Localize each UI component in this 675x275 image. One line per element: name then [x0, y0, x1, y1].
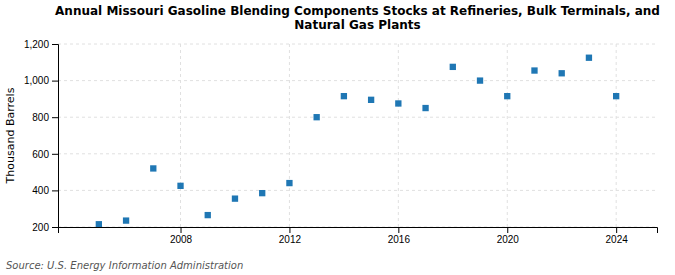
tick-label: 2016 [388, 234, 411, 245]
point [232, 195, 238, 201]
tick: 1,200 [24, 39, 58, 50]
tick-mark [52, 154, 58, 155]
plot-area: 2008 2012 2016 2020 2024 200 400 600 800 1,000 1,2… [24, 39, 658, 245]
point [341, 93, 347, 99]
point [586, 55, 592, 61]
tick-label: 1,200 [24, 39, 49, 50]
tick-mark [289, 227, 290, 233]
tick-label: 1,000 [24, 75, 49, 86]
axis-line [52, 45, 59, 228]
grid [58, 44, 657, 227]
annotation: Source: U.S. Energy Information Administ… [6, 260, 243, 271]
point [123, 217, 129, 223]
grid-line [616, 44, 617, 227]
tick: 2016 [388, 227, 411, 245]
tick-mark [52, 227, 58, 228]
point [205, 212, 211, 218]
tick-label: 2012 [279, 234, 302, 245]
point [177, 183, 183, 189]
tick-mark [181, 227, 182, 233]
grid-line [180, 44, 181, 227]
grid-line [398, 44, 399, 227]
point [504, 93, 510, 99]
tick: 2024 [606, 227, 629, 245]
tick-mark [616, 227, 617, 233]
tick-mark [52, 117, 58, 118]
tick: 400 [32, 185, 58, 196]
tick: 1,000 [24, 75, 58, 86]
tick: 800 [32, 112, 58, 123]
axis-line [59, 228, 658, 234]
point [477, 77, 483, 83]
grid-line [58, 80, 657, 81]
tick-label: 2008 [170, 234, 193, 245]
tick-label: 2024 [606, 234, 629, 245]
tick-mark [52, 44, 58, 45]
point [450, 64, 456, 70]
tick-label: 800 [32, 112, 49, 123]
grid-line [507, 44, 508, 227]
grid-line [58, 153, 657, 154]
tick: 200 [32, 222, 58, 233]
title-line: Natural Gas Plants [294, 18, 420, 32]
grid-line [58, 117, 657, 118]
point [395, 100, 401, 106]
grid-line [289, 44, 290, 227]
point [368, 97, 374, 103]
grid-line [58, 190, 657, 191]
tick: 2008 [170, 227, 193, 245]
tick-mark [507, 227, 508, 233]
tick-label: 600 [32, 149, 49, 160]
y-axis: 200 400 600 800 1,000 1,200 [24, 39, 59, 233]
chart: 2008 2012 2016 2020 2024 200 400 600 800 1,000 1,2… [0, 0, 675, 275]
tick: 600 [32, 149, 58, 160]
tick: 2012 [279, 227, 302, 245]
title: Annual Missouri Gasoline Blending Compon… [55, 4, 660, 32]
x-axis: 2008 2012 2016 2020 2024 [59, 227, 658, 245]
point [313, 114, 319, 120]
title-line: Annual Missouri Gasoline Blending Compon… [55, 4, 660, 18]
points [96, 55, 620, 227]
point [259, 190, 265, 196]
tick-label: 400 [32, 185, 49, 196]
tick-label: 200 [32, 222, 49, 233]
tick-mark [52, 81, 58, 82]
point [422, 105, 428, 111]
point [613, 93, 619, 99]
point [96, 221, 102, 227]
y-axis-title: Thousand Barrels [4, 87, 17, 184]
tick-label: 2020 [497, 234, 520, 245]
tick-mark [52, 190, 58, 191]
tick: 2020 [497, 227, 520, 245]
tick-mark [398, 227, 399, 233]
grid-line [58, 44, 657, 45]
point [531, 67, 537, 73]
point [559, 70, 565, 76]
point [286, 180, 292, 186]
point [150, 165, 156, 171]
